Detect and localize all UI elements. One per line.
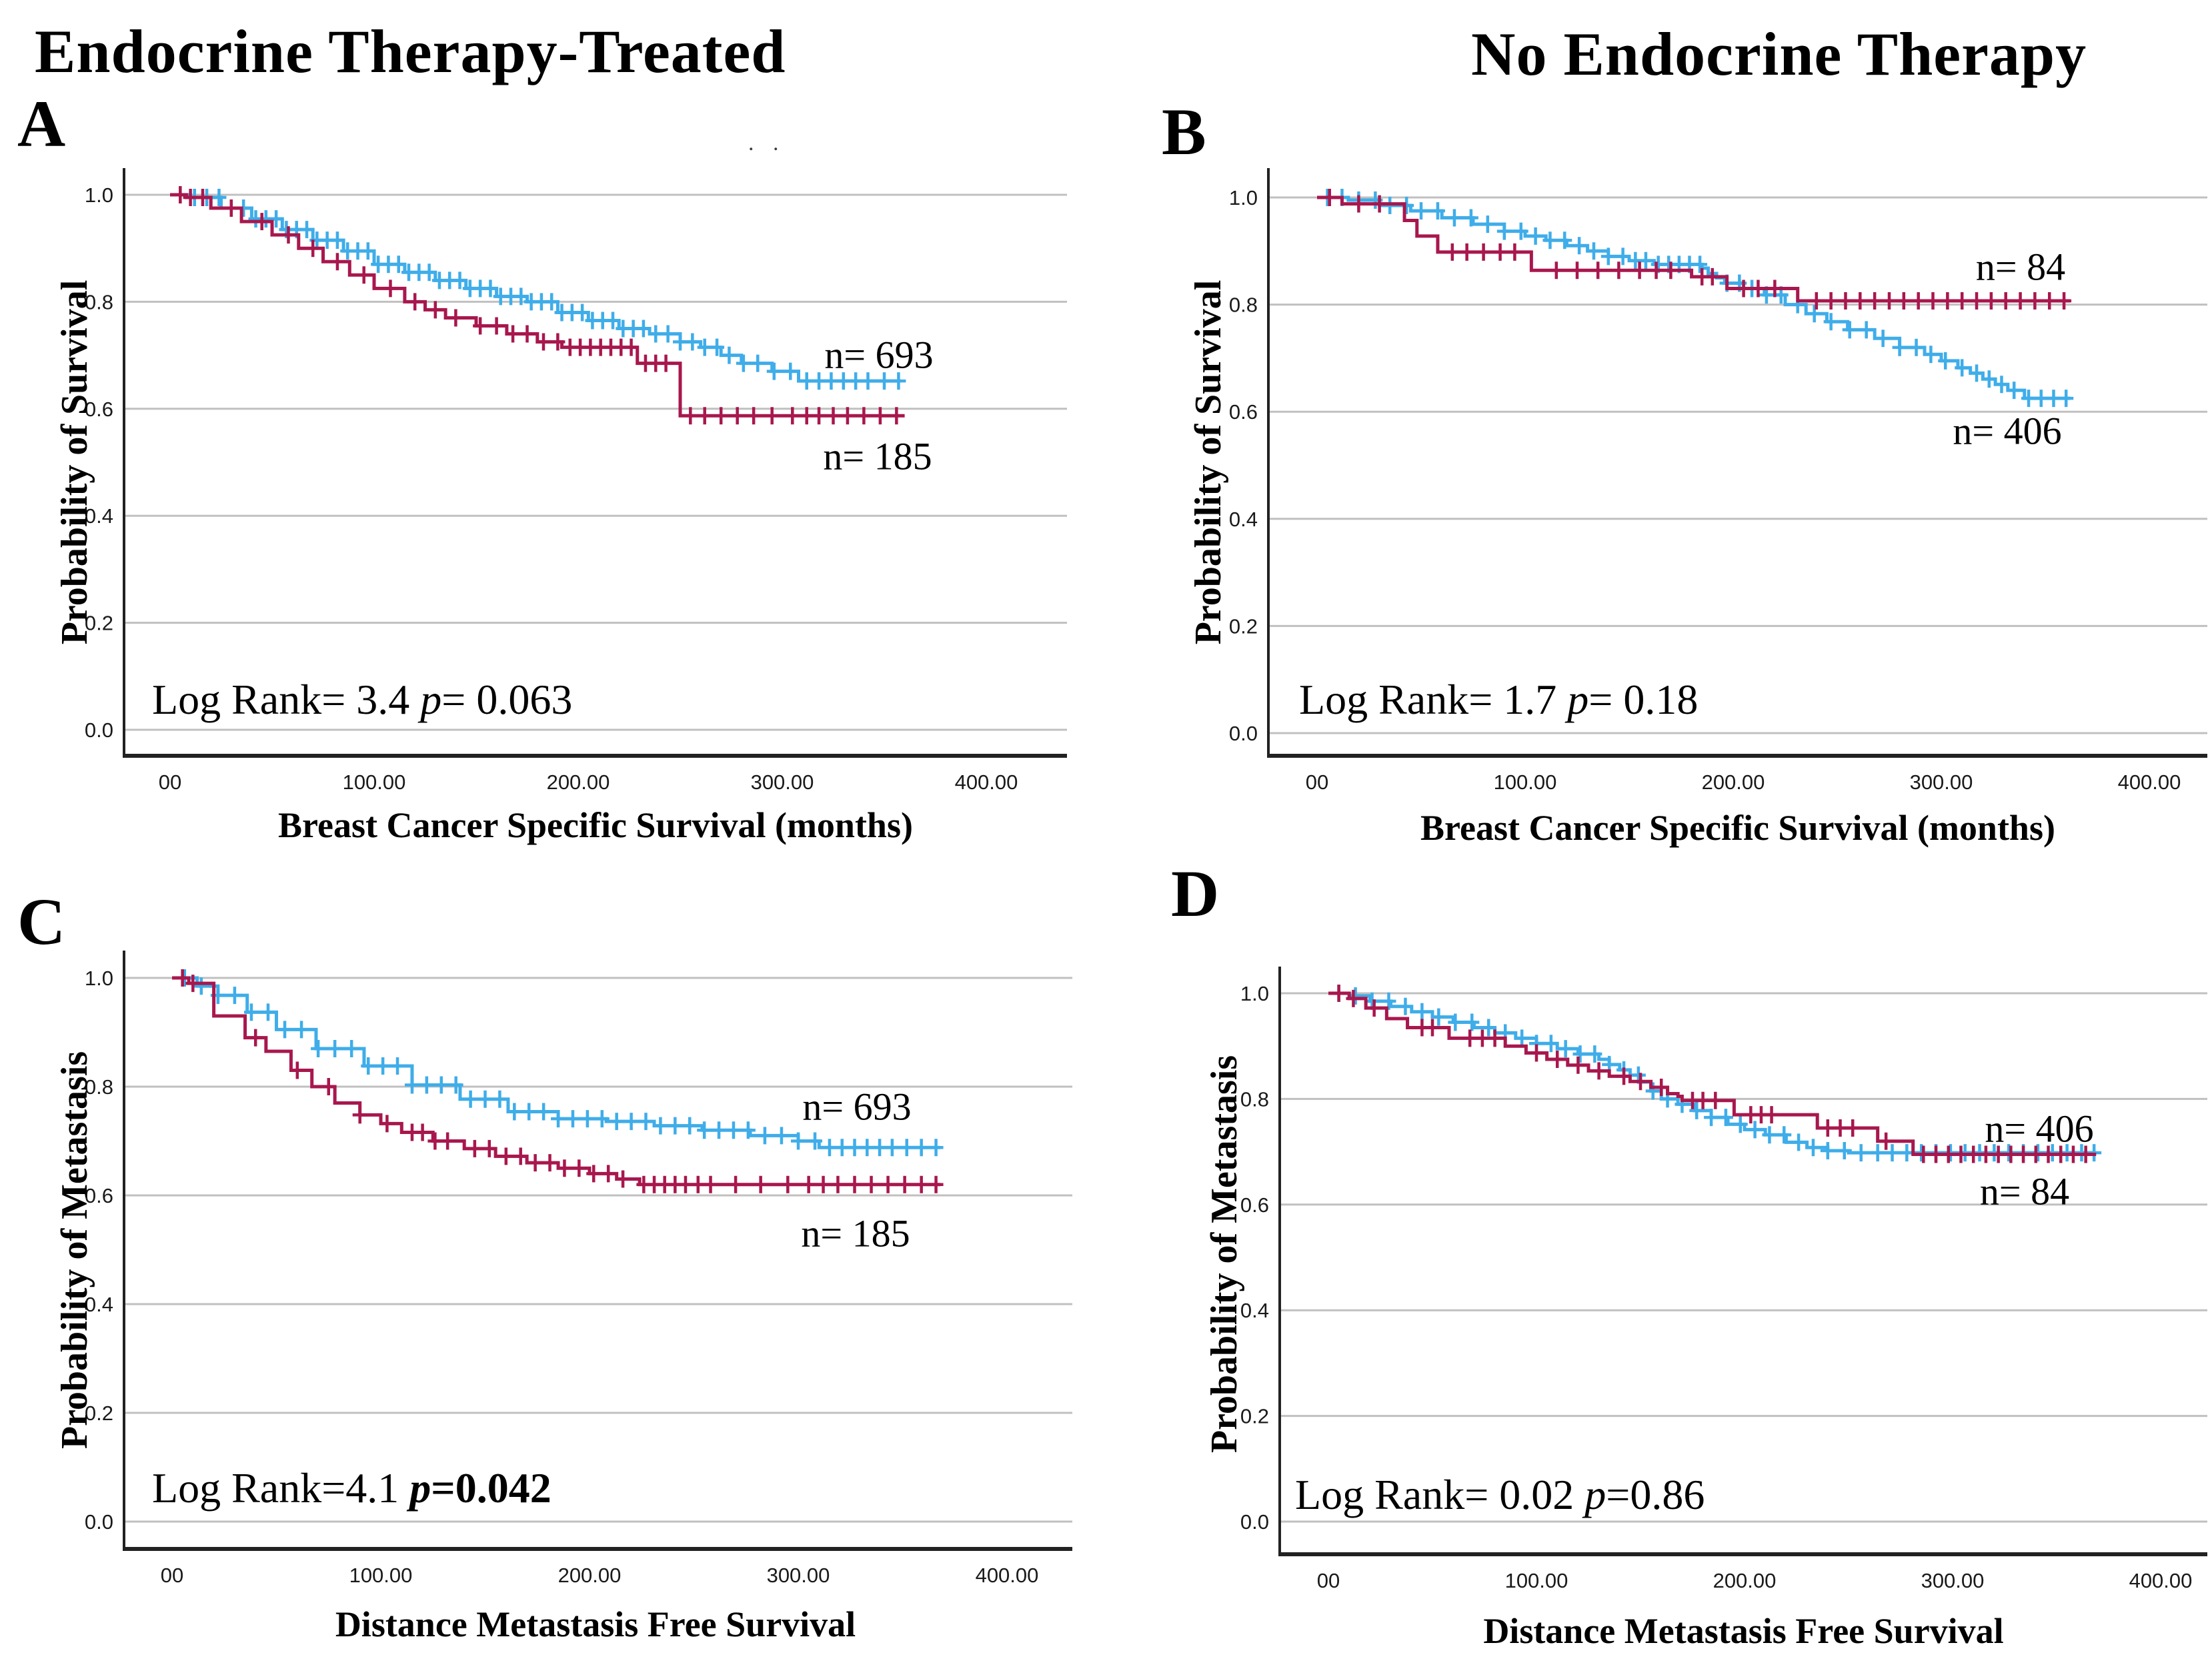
panel-B-y-tick-label: 0.6 xyxy=(1229,400,1258,424)
panel-D-x-tick-label: 100.00 xyxy=(1505,1569,1568,1592)
panel-d-label: D xyxy=(1171,857,1220,931)
panel-d-series-blue-count-label: n= 406 xyxy=(1985,1107,2094,1151)
panel-a-series-red-count-label: n= 185 xyxy=(823,434,932,478)
panel-c-series-red-count-label: n= 185 xyxy=(801,1211,910,1255)
panel-A-x-tick-label: 200.00 xyxy=(547,770,610,794)
panel-d-logrank-annotation: Log Rank= 0.02 p=0.86 xyxy=(1295,1470,1705,1520)
panel-d-y-axis-title: Probability of Metastasis xyxy=(1204,1055,1245,1454)
panel-C-curve-red_series xyxy=(172,976,940,1187)
panel-d-series-red-count-label: n= 84 xyxy=(1979,1169,2070,1213)
panel-B-x-tick-label: 300.00 xyxy=(1910,770,1973,794)
panel-C-y-tick-label: 1.0 xyxy=(85,967,113,990)
panel-D-curve-red_series xyxy=(1328,991,2097,1157)
panel-d-x-axis-title: Distance Metastasis Free Survival xyxy=(1483,1611,2004,1651)
panel-b-series-red-count-label: n= 84 xyxy=(1975,245,2066,289)
panel-C-y-tick-label: 0.2 xyxy=(85,1402,113,1425)
column-header-left: Endocrine Therapy-Treated xyxy=(35,17,786,85)
panel-c-label: C xyxy=(17,885,66,959)
panel-B-y-tick-label: 1.0 xyxy=(1229,186,1258,209)
logrank-p-symbol: p xyxy=(409,1464,431,1512)
panel-A-x-tick-label: 300.00 xyxy=(751,770,814,794)
logrank-text: Log Rank= 1.7 xyxy=(1299,676,1568,723)
logrank-pvalue: =0.042 xyxy=(431,1464,551,1512)
panel-b-x-axis-title: Breast Cancer Specific Survival (months) xyxy=(1420,808,2055,848)
panel-B-y-tick-label: 0.8 xyxy=(1229,294,1258,317)
panel-a-series-blue-count-label: n= 693 xyxy=(824,333,934,377)
panel-c-x-axis-title: Distance Metastasis Free Survival xyxy=(335,1604,856,1644)
panel-a-x-axis-title: Breast Cancer Specific Survival (months) xyxy=(278,805,913,845)
logrank-text: Log Rank= 0.02 xyxy=(1295,1471,1585,1518)
panel-A-censor-marks-blue_series xyxy=(173,186,906,390)
panel-C-x-tick-label: 300.00 xyxy=(767,1564,830,1587)
panel-A-curve-blue_series xyxy=(170,193,901,383)
panel-C-y-tick-label: 0.4 xyxy=(85,1293,113,1316)
panel-A-curve-red_series xyxy=(170,193,905,418)
panel-c-y-axis-title: Probability of Metastasis xyxy=(54,1051,95,1450)
logrank-pvalue: =0.86 xyxy=(1606,1471,1705,1518)
panel-a-label: A xyxy=(17,87,66,161)
panel-B-x-tick-label: 200.00 xyxy=(1702,770,1765,794)
panel-D-x-tick-label: 200.00 xyxy=(1713,1569,1777,1592)
panel-a-y-axis-title: Probability of Survival xyxy=(54,280,95,645)
panel-C-x-tick-label: 200.00 xyxy=(558,1564,622,1587)
logrank-p-symbol: p xyxy=(1567,676,1589,723)
panel-A-y-tick-label: 0.2 xyxy=(85,612,113,635)
panel-A-y-tick-label: 1.0 xyxy=(85,183,113,207)
panel-A-x-tick-label: 400.00 xyxy=(955,770,1018,794)
panel-B-censor-marks-red_series xyxy=(1322,189,2072,310)
panel-A-x-tick-label: 00 xyxy=(159,770,181,794)
panel-D-x-tick-label: 300.00 xyxy=(1921,1569,1985,1592)
panel-a-logrank-annotation: Log Rank= 3.4 p= 0.063 xyxy=(152,675,572,724)
panel-C-x-tick-label: 00 xyxy=(161,1564,183,1587)
panel-C-x-tick-label: 100.00 xyxy=(349,1564,413,1587)
panel-A-y-tick-label: 0.6 xyxy=(85,398,113,421)
logrank-text: Log Rank=4.1 xyxy=(152,1464,410,1512)
panel-c-series-blue-count-label: n= 693 xyxy=(802,1085,912,1129)
logrank-p-symbol: p xyxy=(420,676,442,723)
panel-c-logrank-annotation: Log Rank=4.1 p=0.042 xyxy=(152,1464,551,1513)
panel-D-y-tick-label: 0.4 xyxy=(1240,1299,1269,1322)
panel-D-y-tick-label: 0.0 xyxy=(1240,1510,1269,1534)
panel-C-censor-marks-red_series xyxy=(175,969,944,1193)
panel-D-x-tick-label: 400.00 xyxy=(2129,1569,2193,1592)
panel-D-y-tick-label: 1.0 xyxy=(1240,982,1269,1005)
panel-A-x-tick-label: 100.00 xyxy=(343,770,406,794)
panel-A-y-tick-label: 0.8 xyxy=(85,290,113,314)
panel-B-y-tick-label: 0.0 xyxy=(1229,722,1258,745)
panel-b-label: B xyxy=(1162,95,1206,169)
panel-B-x-tick-label: 400.00 xyxy=(2118,770,2181,794)
panel-A-censor-marks-red_series xyxy=(173,186,904,425)
logrank-p-symbol: p xyxy=(1584,1471,1606,1518)
logrank-text: Log Rank= 3.4 xyxy=(152,676,421,723)
panel-D-censor-marks-red_series xyxy=(1331,985,2093,1163)
panel-b-y-axis-title: Probability of Survival xyxy=(1188,280,1229,645)
panel-B-x-tick-label: 100.00 xyxy=(1494,770,1557,794)
panel-B-x-tick-label: 00 xyxy=(1306,770,1328,794)
logrank-pvalue: = 0.063 xyxy=(441,676,573,723)
panel-C-y-tick-label: 0.6 xyxy=(85,1184,113,1207)
panel-D-y-tick-label: 0.8 xyxy=(1240,1087,1269,1111)
column-header-right: No Endocrine Therapy xyxy=(1471,20,2087,88)
logrank-pvalue: = 0.18 xyxy=(1588,676,1699,723)
panel-C-y-tick-label: 0.8 xyxy=(85,1075,113,1099)
panel-B-y-tick-label: 0.4 xyxy=(1229,508,1258,531)
panel-A-y-tick-label: 0.0 xyxy=(85,718,113,742)
panel-b-series-blue-count-label: n= 406 xyxy=(1953,409,2062,453)
artifact-dots: . . xyxy=(748,131,786,155)
panel-B-y-tick-label: 0.2 xyxy=(1229,614,1258,638)
panel-D-x-tick-label: 00 xyxy=(1317,1569,1340,1592)
panel-B-censor-marks-blue_series xyxy=(1320,189,2074,408)
panel-b-logrank-annotation: Log Rank= 1.7 p= 0.18 xyxy=(1299,675,1698,724)
panel-A-y-tick-label: 0.4 xyxy=(85,504,113,528)
panel-C-y-tick-label: 0.0 xyxy=(85,1510,113,1534)
panel-C-x-tick-label: 400.00 xyxy=(976,1564,1039,1587)
panel-B-curve-red_series xyxy=(1317,195,2071,303)
panel-D-y-tick-label: 0.6 xyxy=(1240,1193,1269,1217)
panel-D-y-tick-label: 0.2 xyxy=(1240,1405,1269,1428)
